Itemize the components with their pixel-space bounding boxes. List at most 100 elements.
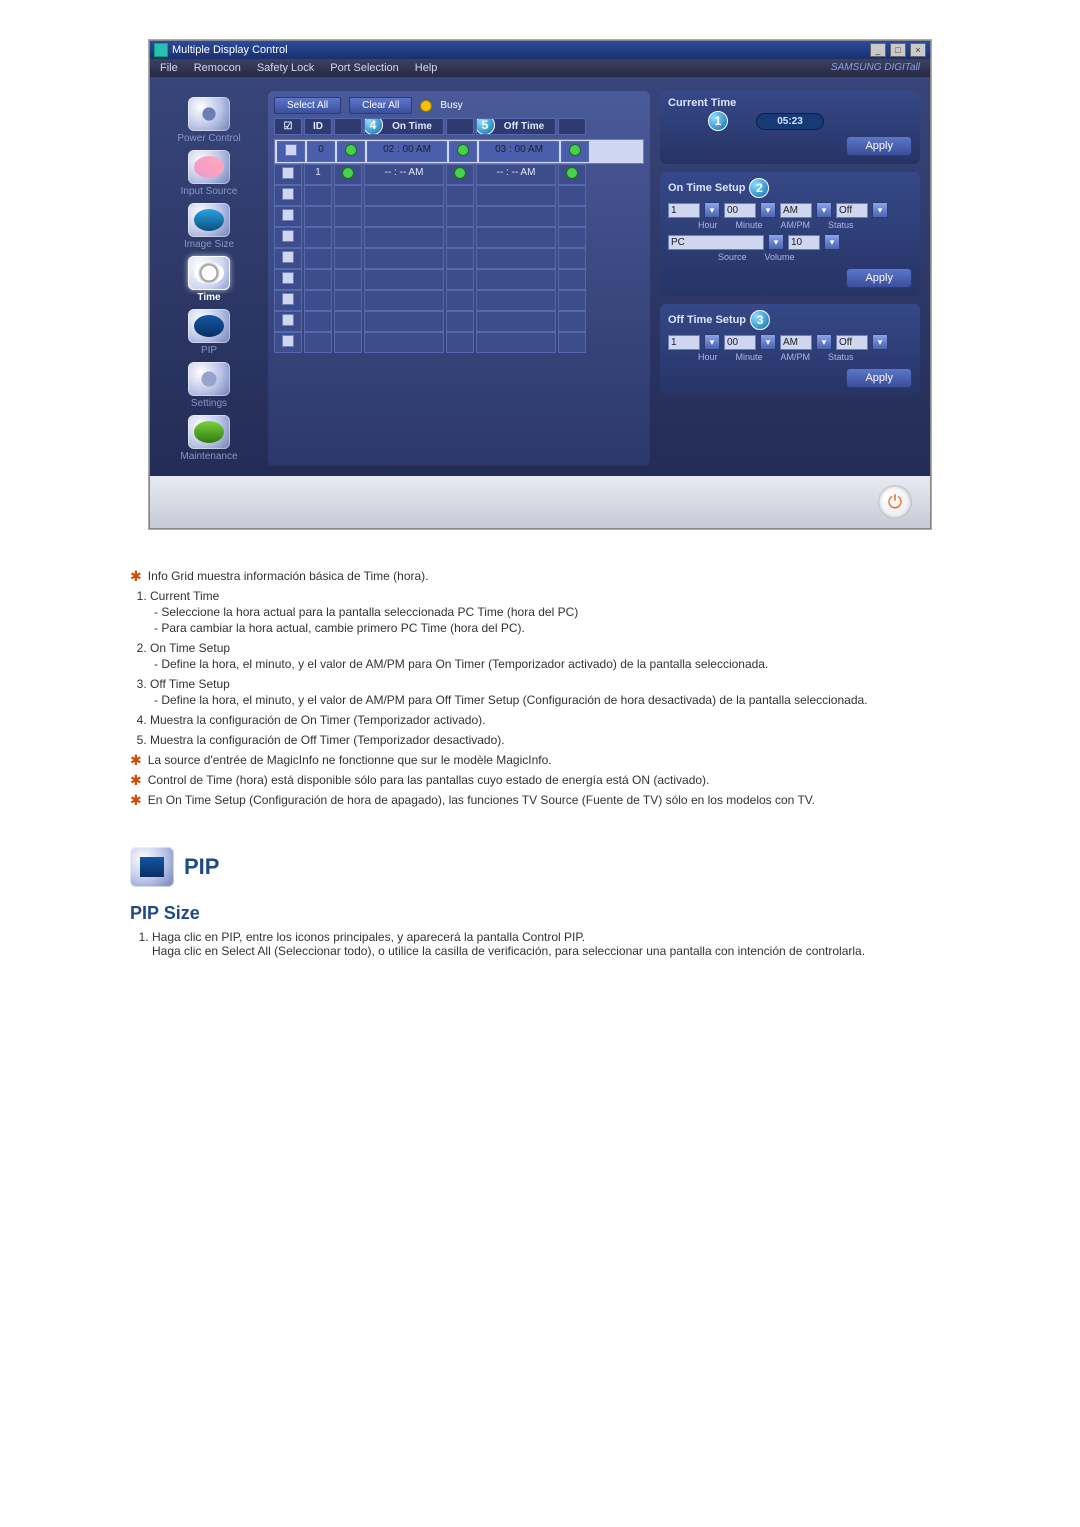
sidebar-item-settings[interactable]: Settings [159,362,259,413]
col-id: ID [304,118,332,135]
sidebar-item-maintenance[interactable]: Maintenance [159,415,259,466]
dropdown-icon[interactable]: ▾ [816,334,832,350]
dropdown-icon[interactable]: ▾ [824,234,840,250]
row-checkbox[interactable] [277,141,305,162]
table-row[interactable] [274,332,644,353]
on-source-select[interactable]: PC [668,235,764,250]
table-row[interactable] [274,269,644,290]
notes-section: ✱ Info Grid muestra información básica d… [130,569,950,958]
note-4: Muestra la configuración de On Timer (Te… [150,713,950,727]
menubar: File Remocon Safety Lock Port Selection … [150,59,930,77]
lbl: Status [828,220,854,230]
table-row[interactable] [274,248,644,269]
menu-remocon[interactable]: Remocon [194,62,241,74]
row-off-time [476,248,556,269]
row-checkbox[interactable] [274,332,302,353]
on-time-label: On Time [392,121,432,132]
table-row[interactable] [274,206,644,227]
table-row[interactable] [274,227,644,248]
menu-safety-lock[interactable]: Safety Lock [257,62,314,74]
on-time-sublabels: Hour Minute AM/PM Status [668,220,912,230]
apply-on-time-button[interactable]: Apply [846,268,912,288]
sidebar-label: PIP [201,345,217,356]
off-ampm-select[interactable]: AM [780,335,812,350]
maximize-button[interactable]: □ [890,43,906,57]
note-star: ✱ Control de Time (hora) está disponible… [130,773,950,787]
status-led-icon [558,227,586,248]
note-1: Current Time Seleccione la hora actual p… [150,589,950,635]
panel-title: Current Time [668,97,912,109]
dropdown-icon[interactable]: ▾ [760,202,776,218]
sidebar-item-pip[interactable]: PIP [159,309,259,360]
dropdown-icon[interactable]: ▾ [704,202,720,218]
sidebar-item-power[interactable]: Power Control [159,97,259,148]
star-icon: ✱ [130,569,142,583]
apply-current-time-button[interactable]: Apply [846,136,912,156]
row-checkbox[interactable] [274,248,302,269]
on-volume-select[interactable]: 10 [788,235,820,250]
close-button[interactable]: × [910,43,926,57]
row-id [304,332,332,353]
row-checkbox[interactable] [274,185,302,206]
pip-size-heading: PIP Size [130,903,950,924]
dropdown-icon[interactable]: ▾ [704,334,720,350]
clear-all-button[interactable]: Clear All [349,97,412,114]
menu-help[interactable]: Help [415,62,438,74]
dropdown-icon[interactable]: ▾ [872,202,888,218]
window-buttons: _ □ × [869,43,926,57]
sidebar-item-image[interactable]: Image Size [159,203,259,254]
table-row[interactable]: 1-- : -- AM-- : -- AM [274,164,644,185]
status-led-icon [558,311,586,332]
lbl: AM/PM [781,352,811,362]
row-checkbox[interactable] [274,164,302,185]
row-checkbox[interactable] [274,269,302,290]
menu-port-selection[interactable]: Port Selection [330,62,398,74]
status-led-icon [446,248,474,269]
busy-label: Busy [440,100,462,111]
on-status-select[interactable]: Off [836,203,868,218]
row-checkbox[interactable] [274,206,302,227]
row-checkbox[interactable] [274,227,302,248]
off-minute-select[interactable]: 00 [724,335,756,350]
dropdown-icon[interactable]: ▾ [760,334,776,350]
brand-label: SAMSUNG DIGITall [831,62,920,74]
status-led-icon [334,206,362,227]
power-footer-icon[interactable] [878,485,912,519]
table-row[interactable] [274,290,644,311]
status-led-icon [446,185,474,206]
row-checkbox[interactable] [274,290,302,311]
apply-off-time-button[interactable]: Apply [846,368,912,388]
star-icon: ✱ [130,773,142,787]
minimize-button[interactable]: _ [870,43,886,57]
dropdown-icon[interactable]: ▾ [768,234,784,250]
row-id [304,269,332,290]
note-3: Off Time Setup Define la hora, el minuto… [150,677,950,707]
right-panel: Current Time 1 05:23 Apply On Time Setup… [660,91,920,466]
dropdown-icon[interactable]: ▾ [816,202,832,218]
row-on-time [364,185,444,206]
table-row[interactable] [274,311,644,332]
row-checkbox[interactable] [274,311,302,332]
sidebar-label: Input Source [181,186,238,197]
sidebar-item-time[interactable]: Time [159,256,259,307]
table-row[interactable] [274,185,644,206]
settings-icon [188,362,230,396]
on-minute-select[interactable]: 00 [724,203,756,218]
note-star: ✱ En On Time Setup (Configuración de hor… [130,793,950,807]
off-hour-select[interactable]: 1 [668,335,700,350]
sidebar-label: Power Control [177,133,240,144]
off-status-select[interactable]: Off [836,335,868,350]
menu-file[interactable]: File [160,62,178,74]
table-row[interactable]: 002 : 00 AM03 : 00 AM [274,139,644,164]
note-text: Control de Time (hora) está disponible s… [148,773,710,787]
on-ampm-select[interactable]: AM [780,203,812,218]
grid-header: ☑ ID 4 On Time 5 Off Time [274,118,644,135]
row-id [304,311,332,332]
select-all-button[interactable]: Select All [274,97,341,114]
dropdown-icon[interactable]: ▾ [872,334,888,350]
col-check[interactable]: ☑ [274,118,302,135]
sidebar-item-input[interactable]: Input Source [159,150,259,201]
note-title: Off Time Setup [150,677,230,691]
on-hour-select[interactable]: 1 [668,203,700,218]
status-led-icon [334,164,362,185]
